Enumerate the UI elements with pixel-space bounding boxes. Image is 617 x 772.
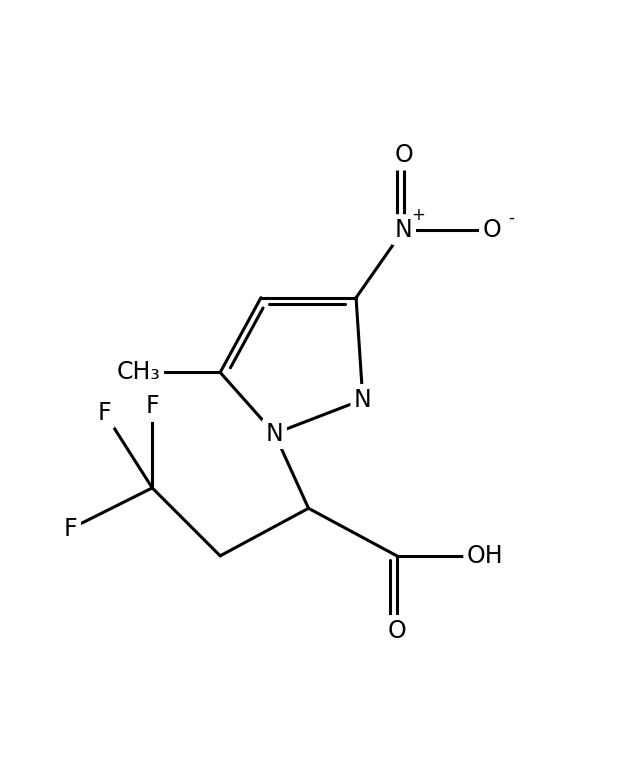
Text: OH: OH (467, 543, 503, 568)
Text: O: O (387, 618, 406, 642)
Text: F: F (64, 516, 78, 540)
Text: -: - (508, 208, 514, 226)
Text: N: N (354, 388, 371, 411)
Text: N: N (266, 422, 283, 445)
Text: N: N (395, 218, 413, 242)
Text: O: O (394, 143, 413, 167)
Text: F: F (98, 401, 112, 425)
Text: CH₃: CH₃ (117, 361, 160, 384)
Text: F: F (146, 394, 159, 418)
Text: O: O (482, 218, 501, 242)
Text: +: + (412, 206, 426, 224)
